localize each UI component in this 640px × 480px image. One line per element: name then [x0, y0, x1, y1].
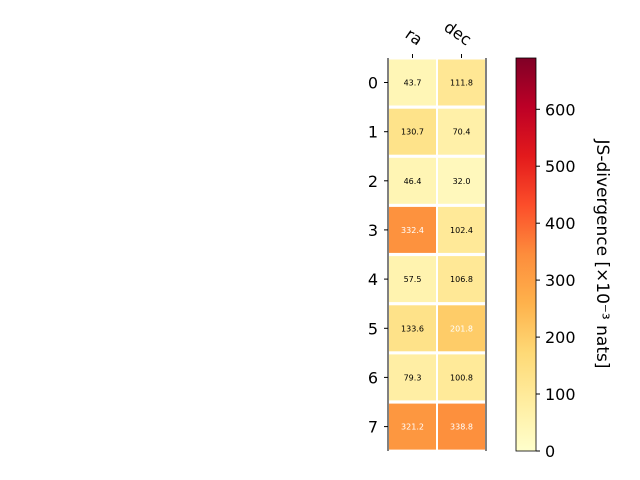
- cell-value-label: 70.4: [453, 128, 471, 137]
- heatmap-cell: [389, 256, 436, 303]
- row-label: 3: [368, 221, 378, 240]
- heatmap-cell: [438, 256, 485, 303]
- cell-value-label: 32.0: [453, 177, 471, 186]
- row-label: 0: [368, 74, 378, 93]
- row-label: 1: [368, 123, 378, 142]
- colorbar-label: JS-divergence [×10⁻³ nats]: [592, 139, 612, 369]
- heatmap-cell: [389, 206, 436, 253]
- heatmap-cell: [438, 305, 485, 352]
- row-label: 2: [368, 172, 378, 191]
- cell-value-label: 46.4: [404, 177, 422, 186]
- row-label: 4: [368, 270, 378, 289]
- heatmap-cell: [438, 108, 485, 155]
- colorbar-tick-label: 300: [545, 271, 576, 290]
- heatmap-cell: [438, 403, 485, 450]
- colorbar-tick-label: 500: [545, 157, 576, 176]
- colorbar: 0 100 200 300 400 500 600: [515, 57, 576, 461]
- cell-value-label: 130.7: [401, 128, 424, 137]
- cell-value-label: 201.8: [450, 324, 473, 333]
- colorbar-tick-label: 600: [545, 100, 576, 119]
- colorbar-gradient: [515, 57, 537, 452]
- heatmap-cell: [438, 59, 485, 106]
- cell-value-label: 79.3: [404, 373, 422, 382]
- cell-value-label: 332.4: [401, 226, 424, 235]
- row-labels: 0 1 2 3 4 5 6 7: [368, 74, 388, 437]
- heatmap-cell: [389, 108, 436, 155]
- heatmap-cell: [438, 206, 485, 253]
- heatmap-cell: [389, 157, 436, 204]
- cell-value-label: 43.7: [404, 79, 422, 88]
- cell-value-label: 106.8: [450, 275, 473, 284]
- heatmap-cell: [438, 354, 485, 401]
- cell-value-label: 111.8: [450, 79, 473, 88]
- colorbar-tick-label: 400: [545, 214, 576, 233]
- colorbar-tick-label: 200: [545, 328, 576, 347]
- cell-value-label: 102.4: [450, 226, 473, 235]
- heatmap-cell: [438, 157, 485, 204]
- heatmap-cell: [389, 305, 436, 352]
- heatmap-cell: [389, 354, 436, 401]
- cell-value-label: 133.6: [401, 324, 424, 333]
- heatmap-cell: [389, 59, 436, 106]
- colorbar-tick-label: 0: [545, 442, 555, 461]
- row-label: 6: [368, 368, 378, 387]
- cell-value-label: 338.8: [450, 423, 473, 432]
- cell-value-label: 57.5: [404, 275, 422, 284]
- heatmap-cells: 43.7 111.8 130.7 70.4 46.4 32.0 332.4 102.4 57.5…: [389, 59, 485, 450]
- cell-value-label: 100.8: [450, 373, 473, 382]
- colorbar-tick-label: 100: [545, 385, 576, 404]
- row-label: 7: [368, 418, 378, 437]
- heatmap-axes: [387, 58, 487, 451]
- cell-value-label: 321.2: [401, 423, 424, 432]
- heatmap-cell: [389, 403, 436, 450]
- row-label: 5: [368, 319, 378, 338]
